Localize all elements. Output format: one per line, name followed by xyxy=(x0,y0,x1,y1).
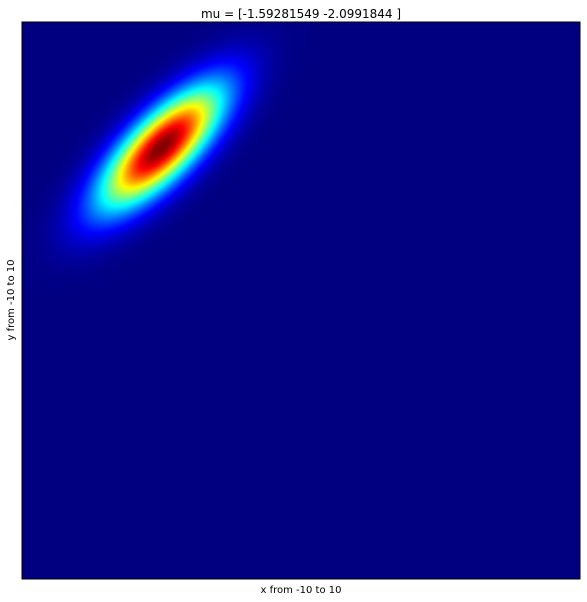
x-axis-label: x from -10 to 10 xyxy=(260,585,341,596)
y-axis-label: y from -10 to 10 xyxy=(6,259,17,340)
plot-frame xyxy=(21,21,581,580)
plot-area xyxy=(21,21,581,580)
chart-title: mu = [-1.59281549 -2.0991844 ] xyxy=(201,7,401,21)
density-heatmap xyxy=(22,22,580,579)
